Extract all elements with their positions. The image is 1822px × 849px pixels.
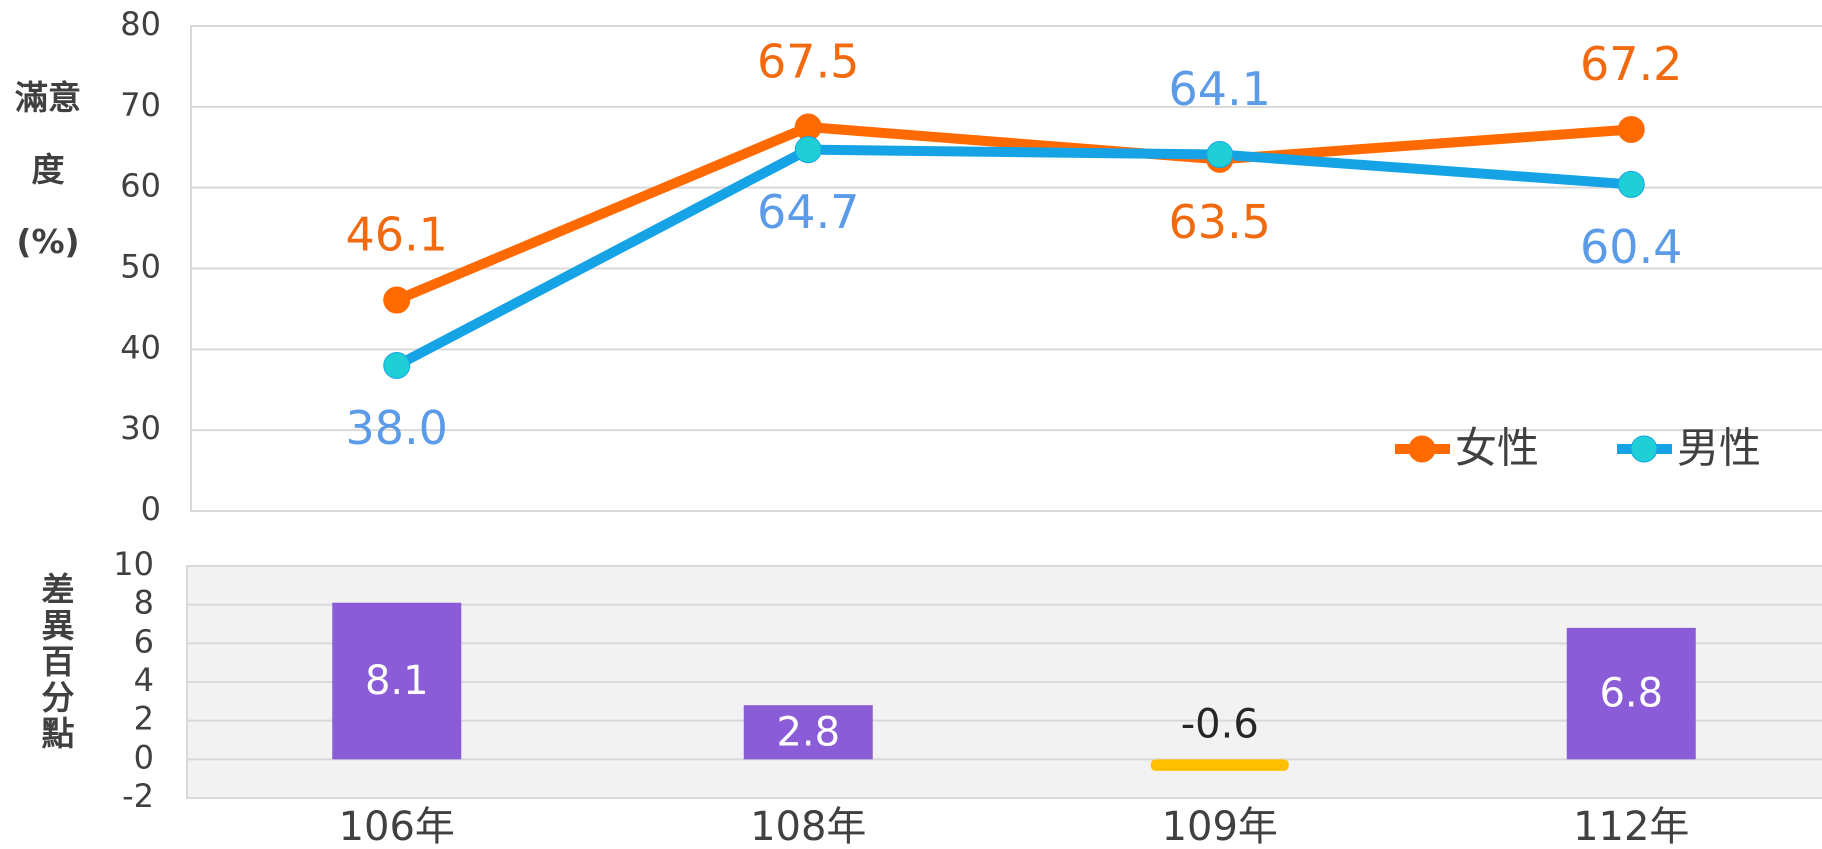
data-label: 2.8 bbox=[776, 709, 840, 755]
marker bbox=[794, 136, 822, 164]
y-tick-label: 2 bbox=[134, 700, 154, 738]
data-label: 8.1 bbox=[365, 658, 429, 704]
bar bbox=[1150, 759, 1289, 771]
plot-frame bbox=[190, 25, 1822, 512]
legend-label: 男性 bbox=[1677, 424, 1761, 473]
y-axis-label: 滿意度(%) bbox=[15, 78, 81, 261]
y-tick-label: 50 bbox=[120, 248, 161, 286]
data-label: -0.6 bbox=[1181, 701, 1259, 747]
y-tick-label: 60 bbox=[120, 167, 161, 205]
marker bbox=[794, 113, 822, 141]
y-axis-label: 差異百分點 bbox=[41, 570, 75, 753]
y-tick-label: -2 bbox=[122, 777, 154, 815]
marker bbox=[1617, 115, 1645, 143]
data-label: 64.1 bbox=[1169, 62, 1271, 116]
y-tick-label: 4 bbox=[134, 661, 154, 699]
legend-label: 女性 bbox=[1455, 424, 1539, 473]
x-tick-label: 106年 bbox=[339, 804, 455, 849]
data-label: 67.2 bbox=[1580, 37, 1682, 91]
bar bbox=[1566, 627, 1696, 760]
y-tick-label: 8 bbox=[134, 584, 154, 622]
y-tick-label: 80 bbox=[120, 5, 161, 43]
data-label: 63.5 bbox=[1169, 195, 1271, 249]
legend-marker bbox=[1408, 435, 1436, 463]
y-tick-label: 40 bbox=[120, 328, 161, 366]
data-label: 46.1 bbox=[346, 208, 448, 262]
y-tick-label: 0 bbox=[141, 490, 161, 528]
bar bbox=[332, 602, 462, 760]
line bbox=[394, 122, 1632, 305]
marker bbox=[1206, 141, 1234, 169]
y-tick-label: 6 bbox=[134, 622, 154, 660]
x-tick-label: 109年 bbox=[1162, 804, 1278, 849]
line bbox=[394, 144, 1632, 370]
data-label: 64.7 bbox=[757, 185, 859, 239]
bar bbox=[743, 705, 873, 760]
data-label: 67.5 bbox=[757, 35, 859, 89]
data-label: 6.8 bbox=[1599, 671, 1663, 717]
y-tick-label: 30 bbox=[120, 409, 161, 447]
y-tick-label: 70 bbox=[120, 86, 161, 124]
x-tick-label: 112年 bbox=[1573, 804, 1689, 849]
marker bbox=[383, 286, 411, 314]
y-tick-label: 0 bbox=[134, 738, 154, 776]
marker bbox=[1617, 170, 1645, 198]
marker bbox=[383, 352, 411, 379]
data-label: 38.0 bbox=[346, 401, 448, 455]
data-label: 60.4 bbox=[1580, 220, 1682, 274]
legend-marker bbox=[1630, 435, 1658, 463]
y-tick-label: 10 bbox=[113, 545, 154, 583]
x-tick-label: 108年 bbox=[750, 804, 866, 849]
